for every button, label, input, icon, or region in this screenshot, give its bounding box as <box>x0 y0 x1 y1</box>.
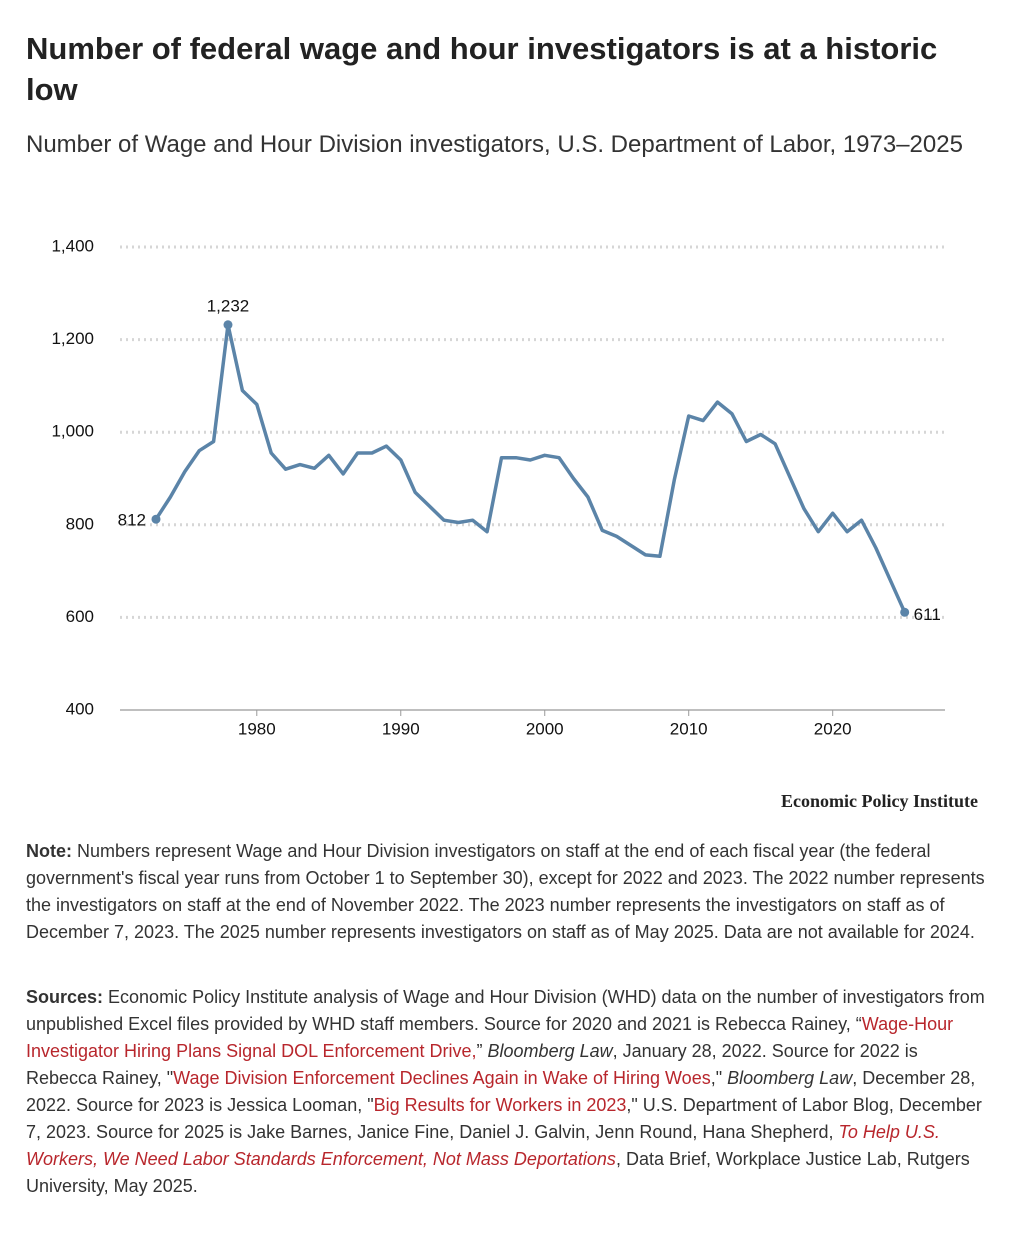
chart: 400 600 800 1,000 1,200 1,400 1980 1990 2000 2010… <box>51 236 945 738</box>
y-tick-label: 600 <box>66 607 94 626</box>
y-tick-label: 1,200 <box>51 329 94 348</box>
x-tick-label: 1990 <box>382 719 420 738</box>
text: Numbers represent Wage and Hour Division… <box>26 841 985 942</box>
y-tick-label: 1,400 <box>51 236 94 255</box>
text: ," <box>710 1068 728 1088</box>
text: Bloomberg Law <box>727 1068 853 1088</box>
y-tick-label: 400 <box>66 699 94 718</box>
sources: Sources: Economic Policy Institute analy… <box>26 984 988 1200</box>
text: Note: <box>26 841 72 861</box>
text: ” <box>476 1041 488 1061</box>
x-tick-label: 2000 <box>526 719 564 738</box>
branding: Economic Policy Institute <box>781 791 978 811</box>
point <box>223 320 233 330</box>
text: , January 28, 2022. Source for 2022 is R… <box>26 1041 918 1088</box>
x-tick-label: 2020 <box>814 719 852 738</box>
text: , Data Brief, Workplace Justice Lab, Rut… <box>26 1149 970 1196</box>
value-label: 812 <box>118 511 146 530</box>
line <box>154 323 907 614</box>
point <box>900 607 910 617</box>
text: Sources: <box>26 987 104 1007</box>
text: , December 28, 2022. Source for 2023 is … <box>26 1068 976 1115</box>
x-tick-label: 2010 <box>670 719 708 738</box>
link[interactable]: To Help U.S. Workers, We Need Labor Stan… <box>26 1122 940 1169</box>
link[interactable]: Wage Division Enforcement Declines Again… <box>173 1068 711 1088</box>
value-label: 1,232 <box>207 296 250 315</box>
title: Number of federal wage and hour investig… <box>26 31 938 107</box>
link[interactable]: Big Results for Workers in 2023 <box>373 1095 627 1115</box>
subtitle: Number of Wage and Hour Division investi… <box>26 131 963 158</box>
text: Economic Policy Institute analysis of Wa… <box>26 987 985 1034</box>
text: ," U.S. Department of Labor Blog, Decemb… <box>26 1095 982 1142</box>
x-tick-label: 1980 <box>238 719 276 738</box>
y-tick-label: 1,000 <box>51 422 94 441</box>
y-tick-label: 800 <box>66 514 94 533</box>
value-label: 611 <box>914 605 941 624</box>
text: Bloomberg Law <box>487 1041 613 1061</box>
point <box>151 514 161 524</box>
link[interactable]: Wage-Hour Investigator Hiring Plans Sign… <box>26 1014 954 1061</box>
note: Note: Numbers represent Wage and Hour Di… <box>26 838 988 946</box>
